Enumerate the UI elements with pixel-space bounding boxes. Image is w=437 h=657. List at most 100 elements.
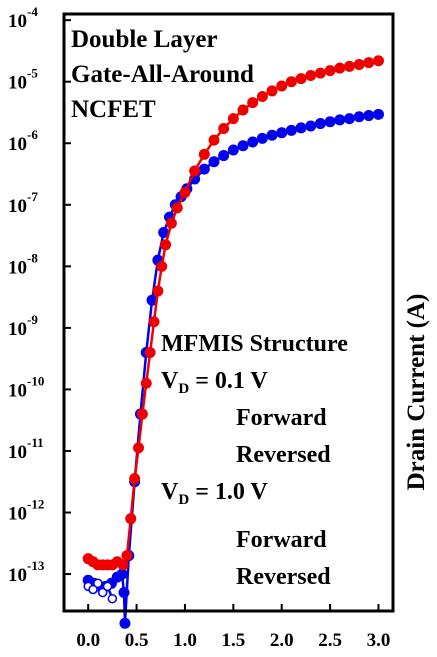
data-point xyxy=(324,116,336,128)
data-point xyxy=(276,127,288,139)
y-tick-label: 10-10 xyxy=(8,373,44,401)
legend: MFMIS Structure VD = 0.1 V Forward Rever… xyxy=(161,331,348,590)
data-point xyxy=(140,377,152,389)
data-point xyxy=(152,285,164,297)
x-tick-label: 0.0 xyxy=(76,630,100,651)
data-point xyxy=(158,226,170,238)
plot-frame xyxy=(62,12,395,613)
y-tick-label: 10-9 xyxy=(8,312,38,340)
x-tick-label: 2.0 xyxy=(270,630,294,651)
y-tick-label: 10-12 xyxy=(8,497,44,525)
series-1 xyxy=(83,578,118,604)
data-point xyxy=(156,260,168,272)
y-tick-label: 10-5 xyxy=(8,66,38,94)
data-point xyxy=(227,113,239,125)
legend-forward-1: Forward xyxy=(236,405,327,431)
series-2 xyxy=(82,55,384,571)
data-point xyxy=(129,473,141,485)
data-point xyxy=(247,136,259,148)
data-point xyxy=(208,134,220,146)
data-point xyxy=(116,568,128,580)
data-point xyxy=(117,559,129,571)
data-point xyxy=(266,129,278,141)
x-tick-label: 2.5 xyxy=(318,630,342,651)
data-point xyxy=(256,132,268,144)
data-point xyxy=(118,587,130,599)
data-point xyxy=(119,617,131,629)
data-point xyxy=(285,76,297,88)
data-point xyxy=(295,122,307,134)
data-point xyxy=(218,150,230,162)
data-point xyxy=(93,578,103,589)
data-point xyxy=(136,408,148,420)
data-point xyxy=(305,120,317,132)
data-point xyxy=(343,60,355,72)
data-point xyxy=(146,294,158,306)
y-axis-label: Drain Current (A) xyxy=(403,294,430,491)
x-tick-label: 0.5 xyxy=(125,630,149,651)
data-point xyxy=(324,65,336,77)
data-point xyxy=(256,90,268,102)
data-point xyxy=(88,584,98,595)
data-point xyxy=(305,70,317,82)
data-point xyxy=(218,122,230,134)
title-line-2: Gate-All-Around xyxy=(71,61,254,88)
data-point xyxy=(353,111,365,123)
data-point xyxy=(314,67,326,79)
y-tick-label: 10-8 xyxy=(8,250,38,278)
data-point xyxy=(189,165,201,177)
data-point xyxy=(372,108,384,120)
title-line-1: Double Layer xyxy=(71,26,218,53)
data-point xyxy=(160,239,172,251)
axis-ticks: 0.0 0.5 1.0 1.5 2.0 2.5 3.0 10-4 10-5 10-6 10-7 10-… xyxy=(8,4,390,651)
data-point xyxy=(165,217,177,229)
data-point xyxy=(121,550,133,562)
data-point xyxy=(334,62,346,74)
data-point xyxy=(148,316,160,328)
legend-reversed-2: Reversed xyxy=(236,564,331,590)
legend-reversed-1: Reversed xyxy=(236,442,331,468)
x-tick-label: 1.5 xyxy=(221,630,245,651)
data-point xyxy=(208,156,220,168)
data-point xyxy=(343,113,355,125)
data-point xyxy=(237,140,249,152)
x-tick-label: 3.0 xyxy=(367,630,391,651)
data-point xyxy=(97,587,108,598)
data-point xyxy=(363,57,375,69)
y-tick-label: 10-4 xyxy=(8,4,38,32)
data-point xyxy=(198,148,210,160)
data-point xyxy=(372,55,384,67)
data-point xyxy=(295,73,307,85)
structure-label: MFMIS Structure xyxy=(161,331,348,357)
y-tick-label: 10-6 xyxy=(8,127,38,155)
data-point xyxy=(198,163,210,175)
data-point xyxy=(266,85,278,97)
data-point xyxy=(171,202,183,214)
data-point xyxy=(227,144,239,156)
legend-forward-2: Forward xyxy=(236,527,327,553)
y-tick-label: 10-11 xyxy=(8,435,44,463)
data-point xyxy=(334,114,346,126)
title-line-3: NCFET xyxy=(71,96,156,123)
data-point xyxy=(285,124,297,136)
data-series-layer xyxy=(82,55,384,629)
data-point xyxy=(247,97,259,109)
data-point xyxy=(363,110,375,122)
data-point xyxy=(179,186,191,198)
x-tick-label: 1.0 xyxy=(173,630,197,651)
data-point xyxy=(237,104,249,116)
data-point xyxy=(314,118,326,130)
data-point xyxy=(353,58,365,70)
data-point xyxy=(276,80,288,92)
y-tick-label: 10-7 xyxy=(8,189,38,217)
data-point xyxy=(133,442,145,454)
chart-title: Double Layer Gate-All-Around NCFET xyxy=(71,26,254,123)
y-tick-label: 10-13 xyxy=(8,558,45,586)
data-point xyxy=(102,581,113,592)
data-point xyxy=(144,347,156,359)
vd1-label: VD = 0.1 V xyxy=(161,368,268,397)
data-point xyxy=(107,593,118,604)
data-point xyxy=(125,513,137,525)
vd2-label: VD = 1.0 V xyxy=(161,479,268,508)
